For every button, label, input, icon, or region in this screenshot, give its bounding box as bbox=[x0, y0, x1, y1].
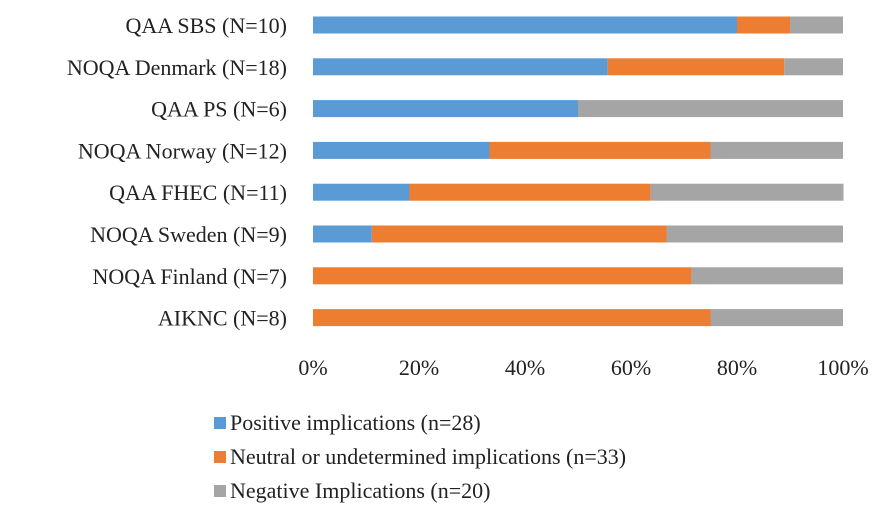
x-tick-label: 100% bbox=[817, 355, 868, 380]
x-tick-label: 40% bbox=[505, 355, 545, 380]
bar-segment-neutral bbox=[607, 58, 785, 76]
legend-item: Positive implications (n=28) bbox=[214, 406, 626, 440]
x-tick-label: 0% bbox=[298, 355, 327, 380]
bar-segment-positive bbox=[313, 141, 490, 159]
bars-layer bbox=[313, 16, 844, 327]
category-label: QAA FHEC (N=11) bbox=[109, 180, 287, 205]
category-labels: QAA SBS (N=10) NOQA Denmark (N=18) QAA PS … bbox=[67, 13, 287, 331]
bar-segment-negative bbox=[790, 16, 843, 34]
bar-segment-neutral bbox=[737, 16, 790, 34]
bar-segment-positive bbox=[313, 225, 372, 243]
legend-swatch bbox=[214, 485, 226, 497]
legend-label: Negative Implications (n=20) bbox=[230, 478, 491, 503]
category-label: NOQA Norway (N=12) bbox=[78, 138, 287, 163]
legend-swatch bbox=[214, 417, 226, 429]
category-label: NOQA Sweden (N=9) bbox=[90, 222, 287, 247]
bar-segment-negative bbox=[710, 141, 843, 159]
x-axis-tick-labels: 0% 20% 40% 60% 80% 100% bbox=[298, 355, 868, 380]
bar-segment-negative bbox=[784, 58, 843, 76]
bar-segment-neutral bbox=[489, 141, 711, 159]
category-label: QAA SBS (N=10) bbox=[125, 13, 287, 38]
bar-segment-neutral bbox=[313, 267, 692, 285]
category-label: NOQA Finland (N=7) bbox=[92, 264, 287, 289]
bar-segment-positive bbox=[313, 183, 410, 201]
bar-segment-positive bbox=[313, 58, 608, 76]
category-label: QAA PS (N=6) bbox=[151, 97, 287, 122]
bar-segment-negative bbox=[710, 309, 843, 327]
x-tick-label: 60% bbox=[611, 355, 651, 380]
category-label: NOQA Denmark (N=18) bbox=[67, 55, 287, 80]
x-tick-label: 80% bbox=[717, 355, 757, 380]
bar-segment-neutral bbox=[409, 183, 651, 201]
bar-segment-negative bbox=[691, 267, 843, 285]
legend-item: Negative Implications (n=20) bbox=[214, 474, 626, 508]
bar-segment-neutral bbox=[371, 225, 667, 243]
legend-swatch bbox=[214, 451, 226, 463]
bar-segment-positive bbox=[313, 100, 578, 118]
legend: Positive implications (n=28) Neutral or u… bbox=[214, 406, 626, 508]
bar-segment-negative bbox=[650, 183, 844, 201]
legend-item: Neutral or undetermined implications (n=… bbox=[214, 440, 626, 474]
bar-segment-neutral bbox=[313, 309, 711, 327]
bar-segment-negative bbox=[666, 225, 843, 243]
x-tick-label: 20% bbox=[399, 355, 439, 380]
legend-label: Positive implications (n=28) bbox=[230, 410, 481, 435]
category-label: AIKNC (N=8) bbox=[158, 306, 287, 331]
legend-label: Neutral or undetermined implications (n=… bbox=[230, 444, 627, 469]
bar-segment-positive bbox=[313, 16, 737, 34]
bar-segment-negative bbox=[578, 100, 843, 118]
